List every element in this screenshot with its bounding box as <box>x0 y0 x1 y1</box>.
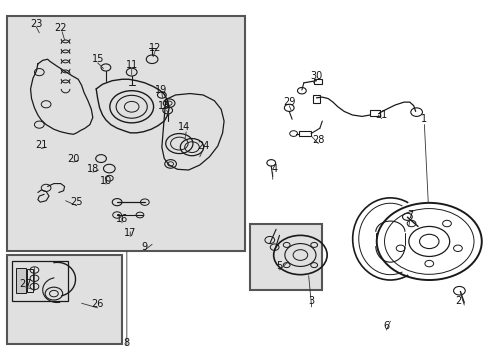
Text: 15: 15 <box>91 54 103 64</box>
Text: 26: 26 <box>91 299 103 309</box>
Bar <box>299 131 310 136</box>
Text: 19: 19 <box>154 85 167 95</box>
Text: 28: 28 <box>311 135 324 145</box>
Bar <box>369 110 379 116</box>
Text: 24: 24 <box>197 141 209 151</box>
Bar <box>16 267 26 293</box>
Text: 3: 3 <box>308 296 314 306</box>
Bar <box>312 95 320 103</box>
Bar <box>12 261 68 301</box>
Bar <box>7 255 122 343</box>
Text: 7: 7 <box>406 210 412 220</box>
Bar <box>27 269 32 292</box>
Bar <box>250 224 322 290</box>
Text: 4: 4 <box>271 163 277 174</box>
Text: 8: 8 <box>123 338 130 347</box>
Text: 16: 16 <box>116 214 128 224</box>
Text: 17: 17 <box>124 228 136 238</box>
Text: 25: 25 <box>70 197 83 207</box>
Text: 13: 13 <box>158 101 170 111</box>
Text: 11: 11 <box>125 60 138 70</box>
Text: 21: 21 <box>35 140 47 150</box>
Text: 22: 22 <box>54 23 67 33</box>
Text: 9: 9 <box>142 242 147 252</box>
Text: 20: 20 <box>67 154 80 163</box>
Text: 27: 27 <box>20 279 32 289</box>
Text: 12: 12 <box>148 43 161 53</box>
Text: 10: 10 <box>100 176 112 186</box>
Bar <box>313 79 322 84</box>
Text: 14: 14 <box>177 122 189 132</box>
Bar <box>7 17 245 251</box>
Text: 30: 30 <box>310 71 322 81</box>
Text: 2: 2 <box>454 296 461 306</box>
Text: 18: 18 <box>86 163 99 174</box>
Text: 31: 31 <box>375 110 387 120</box>
Text: 5: 5 <box>276 261 282 271</box>
Text: 23: 23 <box>30 18 42 28</box>
Text: 1: 1 <box>421 114 427 124</box>
Text: 29: 29 <box>283 97 295 107</box>
Text: 6: 6 <box>383 321 389 331</box>
